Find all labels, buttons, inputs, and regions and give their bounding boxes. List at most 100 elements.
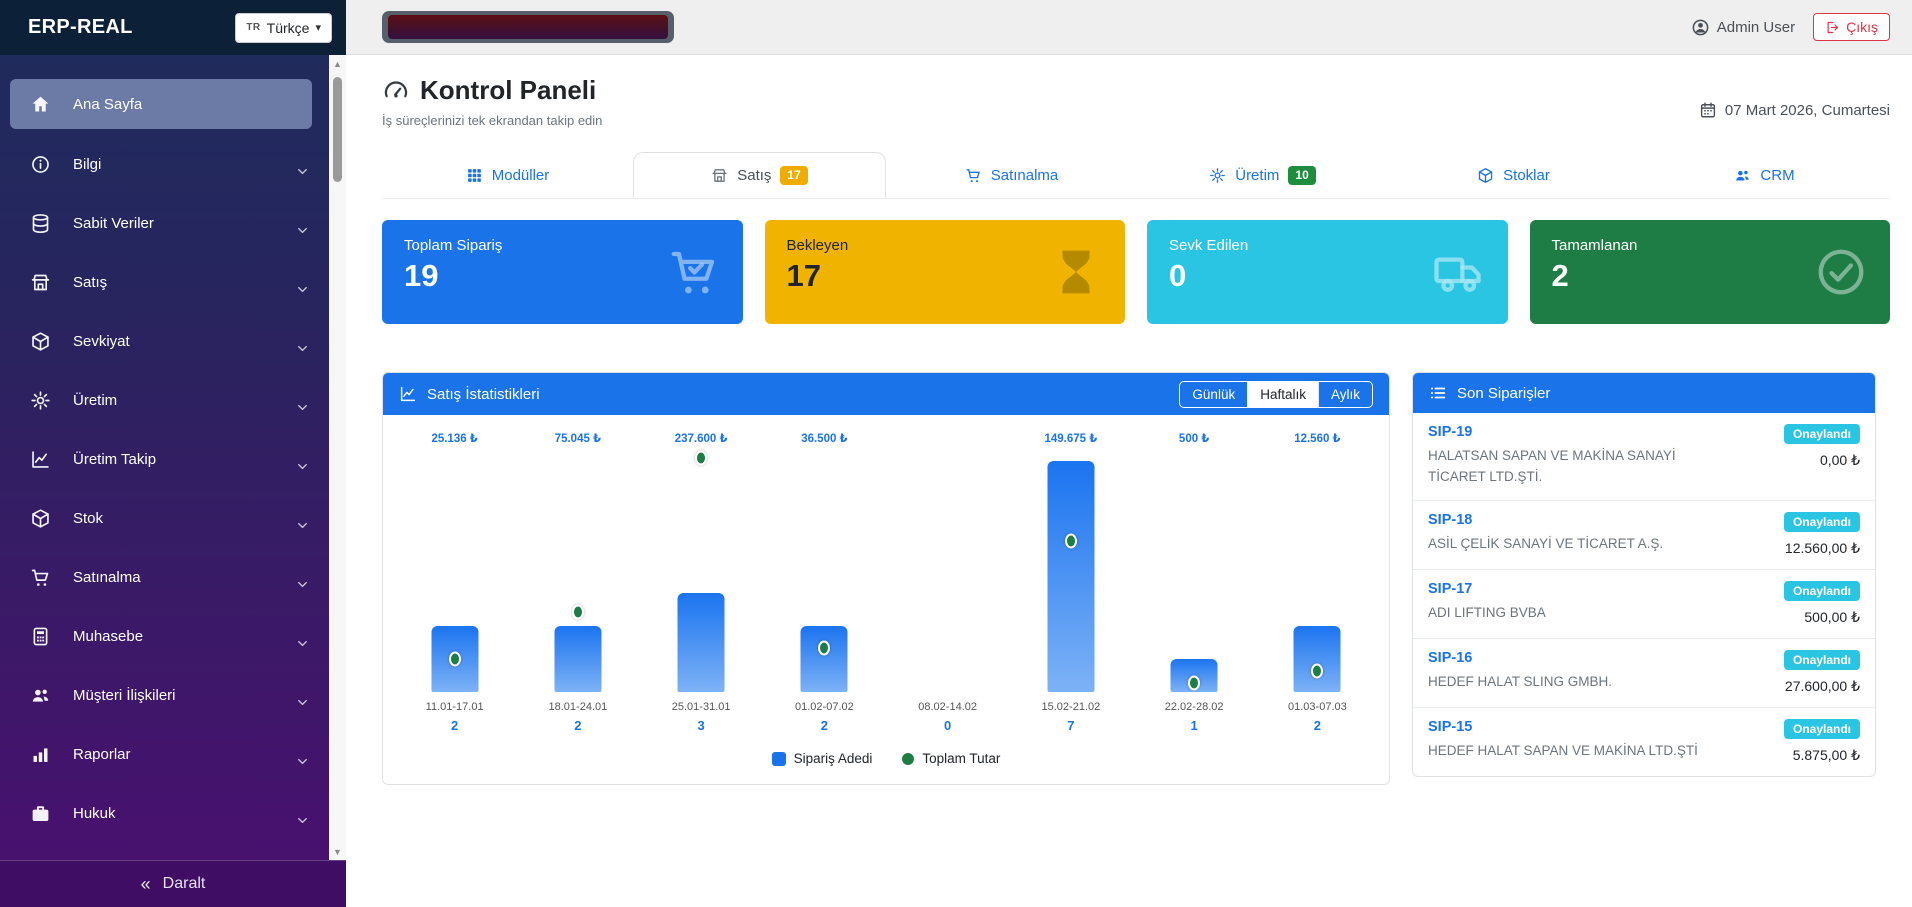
collapse-label: Daralt xyxy=(162,875,206,892)
orders-panel-header: Son Siparişler xyxy=(1413,373,1875,413)
tab-sat-nalma[interactable]: Satınalma xyxy=(886,152,1137,198)
chart-amount-label: 149.675 ₺ xyxy=(1044,433,1098,445)
cart-check-icon xyxy=(667,245,721,299)
chevron-down-icon xyxy=(295,813,310,828)
sidebar-item-stok[interactable]: Stok xyxy=(0,489,328,548)
logout-label: Çıkış xyxy=(1846,19,1878,35)
sidebar-item-sat-nalma[interactable]: Satınalma xyxy=(0,548,328,607)
chart-slot-08-02-14-02 xyxy=(886,452,1009,692)
sidebar-item-muhasebe[interactable]: Muhasebe xyxy=(0,607,328,666)
chart-count-label: 1 xyxy=(1190,718,1198,733)
database-icon xyxy=(30,213,51,234)
total-amount-dot xyxy=(1311,663,1324,679)
package-icon xyxy=(1477,167,1494,184)
order-id-link[interactable]: SIP-15 xyxy=(1428,718,1473,735)
order-customer: HEDEF HALAT SLING GMBH. xyxy=(1428,673,1613,689)
logout-button[interactable]: Çıkış xyxy=(1813,13,1890,41)
sidebar-item-label: Bilgi xyxy=(73,156,102,173)
chart-line-icon xyxy=(30,449,51,470)
date-text: 07 Mart 2026, Cumartesi xyxy=(1724,101,1890,119)
chart-category-label: 18.01-24.01 xyxy=(548,701,608,713)
sidebar-item-retim-takip[interactable]: Üretim Takip xyxy=(0,430,328,489)
order-status-badge: Onaylandı xyxy=(1783,718,1860,739)
order-amount: 12.560,00 ₺ xyxy=(1784,539,1860,556)
user-menu[interactable]: Admin User xyxy=(1691,18,1795,37)
sidebar-item-m-teri-i-li-kileri[interactable]: Müşteri İlişkileri xyxy=(0,666,328,725)
order-id-link[interactable]: SIP-16 xyxy=(1428,649,1473,666)
sales-statistics-panel: Satış İstatistikleri Günlük Haftalık Aylık… xyxy=(382,372,1390,785)
info-icon xyxy=(30,154,51,175)
scrollbar-thumb[interactable] xyxy=(333,77,342,182)
package-icon xyxy=(30,331,51,352)
scrollbar-up-arrow[interactable]: ▲ xyxy=(333,58,342,69)
chart-amount-label xyxy=(886,431,1009,446)
language-selector[interactable]: TR Türkçe ▾ xyxy=(235,12,332,43)
sidebar-item-sabit-veriler[interactable]: Sabit Veriler xyxy=(0,194,328,253)
sidebar-item-retim[interactable]: Üretim xyxy=(0,371,328,430)
user-name: Admin User xyxy=(1716,18,1796,36)
tab-sat[interactable]: Satış 17 xyxy=(633,152,886,198)
sidebar-item-hukuk[interactable]: Hukuk xyxy=(0,784,328,843)
package-icon xyxy=(30,508,51,529)
sidebar-item-ana-sayfa[interactable]: Ana Sayfa xyxy=(10,79,312,129)
stat-card-label: Toplam Sipariş xyxy=(404,237,503,254)
chart-slot-18-01-24-01 xyxy=(516,452,639,692)
total-amount-dot xyxy=(818,640,831,656)
app-brand: ERP-REAL xyxy=(28,16,133,38)
order-customer: ADI LIFTING BVBA xyxy=(1428,604,1546,620)
range-button-g-nl-k[interactable]: Günlük xyxy=(1180,382,1247,407)
topbar: Admin User Çıkış xyxy=(346,0,1912,55)
list-icon xyxy=(1429,384,1447,402)
stat-card-tamamlanan: Tamamlanan 2 xyxy=(1529,220,1890,324)
total-amount-dot xyxy=(1064,533,1077,549)
chart-plot xyxy=(393,450,1379,692)
sidebar-item-label: Satış xyxy=(73,274,108,291)
scrollbar-down-arrow[interactable]: ▼ xyxy=(333,846,342,857)
sidebar-item-label: Muhasebe xyxy=(73,628,144,645)
chevron-down-icon xyxy=(295,164,310,179)
chart-count-label: 2 xyxy=(574,718,582,733)
total-amount-dot xyxy=(1188,675,1201,691)
tab-mod-ller[interactable]: Modüller xyxy=(382,152,633,198)
sidebar-item-sevkiyat[interactable]: Sevkiyat xyxy=(0,312,328,371)
redacted-banner xyxy=(382,11,674,43)
orders-title: Son Siparişler xyxy=(1457,384,1551,402)
chart-count-label: 0 xyxy=(944,718,952,733)
order-count-bar xyxy=(1293,626,1341,692)
sidebar-item-raporlar[interactable]: Raporlar xyxy=(0,725,328,784)
legend-item-sipari-adedi: Sipariş Adedi xyxy=(771,751,872,766)
cart-icon xyxy=(965,167,982,184)
sidebar: ERP-REAL TR Türkçe ▾ Ana Sayfa Bilgi Sabit… xyxy=(0,0,346,907)
tab-crm[interactable]: CRM xyxy=(1639,152,1890,198)
sidebar-item-label: Raporlar xyxy=(73,746,131,763)
tab-stoklar[interactable]: Stoklar xyxy=(1388,152,1639,198)
sidebar-item-label: Stok xyxy=(73,510,104,527)
page-title: Kontrol Paneli xyxy=(420,75,597,105)
sidebar-item-sat[interactable]: Satış xyxy=(0,253,328,312)
order-id-link[interactable]: SIP-17 xyxy=(1428,580,1473,597)
range-button-ayl-k[interactable]: Aylık xyxy=(1317,381,1372,407)
tab-retim[interactable]: Üretim 10 xyxy=(1137,152,1388,198)
stat-card-value: 19 xyxy=(404,258,439,293)
tab-label: Stoklar xyxy=(1503,166,1550,184)
collapse-sidebar-button[interactable]: « Daralt xyxy=(0,860,346,907)
sidebar-item-bilgi[interactable]: Bilgi xyxy=(0,135,328,194)
stat-card-label: Sevk Edilen xyxy=(1169,237,1249,254)
chart-title: Satış İstatistikleri xyxy=(427,385,540,403)
chart-categories-row: 11.01-17.01 18.01-24.01 25.01-31.01 01.02-0… xyxy=(393,701,1379,713)
stat-card-label: Bekleyen xyxy=(786,237,849,254)
total-amount-dot xyxy=(695,450,708,466)
stat-card-bekleyen: Bekleyen 17 xyxy=(764,220,1125,324)
order-customer: HALATSAN SAPAN VE MAKİNA SANAYİ TİCARET … xyxy=(1428,448,1676,484)
chart-amount-label: 237.600 ₺ xyxy=(674,433,728,445)
chart-slot-22-02-28-02 xyxy=(1133,452,1256,692)
users-icon xyxy=(30,685,51,706)
order-row-sip-17: SIP-17 ADI LIFTING BVBA Onaylandı 500,00 ₺ xyxy=(1413,570,1875,639)
chart-values-row: 25.136 ₺ 75.045 ₺ 237.600 ₺ 36.500 ₺ 149.675… xyxy=(393,431,1379,446)
sidebar-item-label: Sevkiyat xyxy=(73,333,130,350)
order-id-link[interactable]: SIP-18 xyxy=(1428,511,1473,528)
range-button-haftal-k[interactable]: Haftalık xyxy=(1247,381,1318,407)
chevron-down-icon xyxy=(295,518,310,533)
stat-card-sevk-edilen: Sevk Edilen 0 xyxy=(1147,220,1508,324)
order-id-link[interactable]: SIP-19 xyxy=(1428,424,1473,440)
